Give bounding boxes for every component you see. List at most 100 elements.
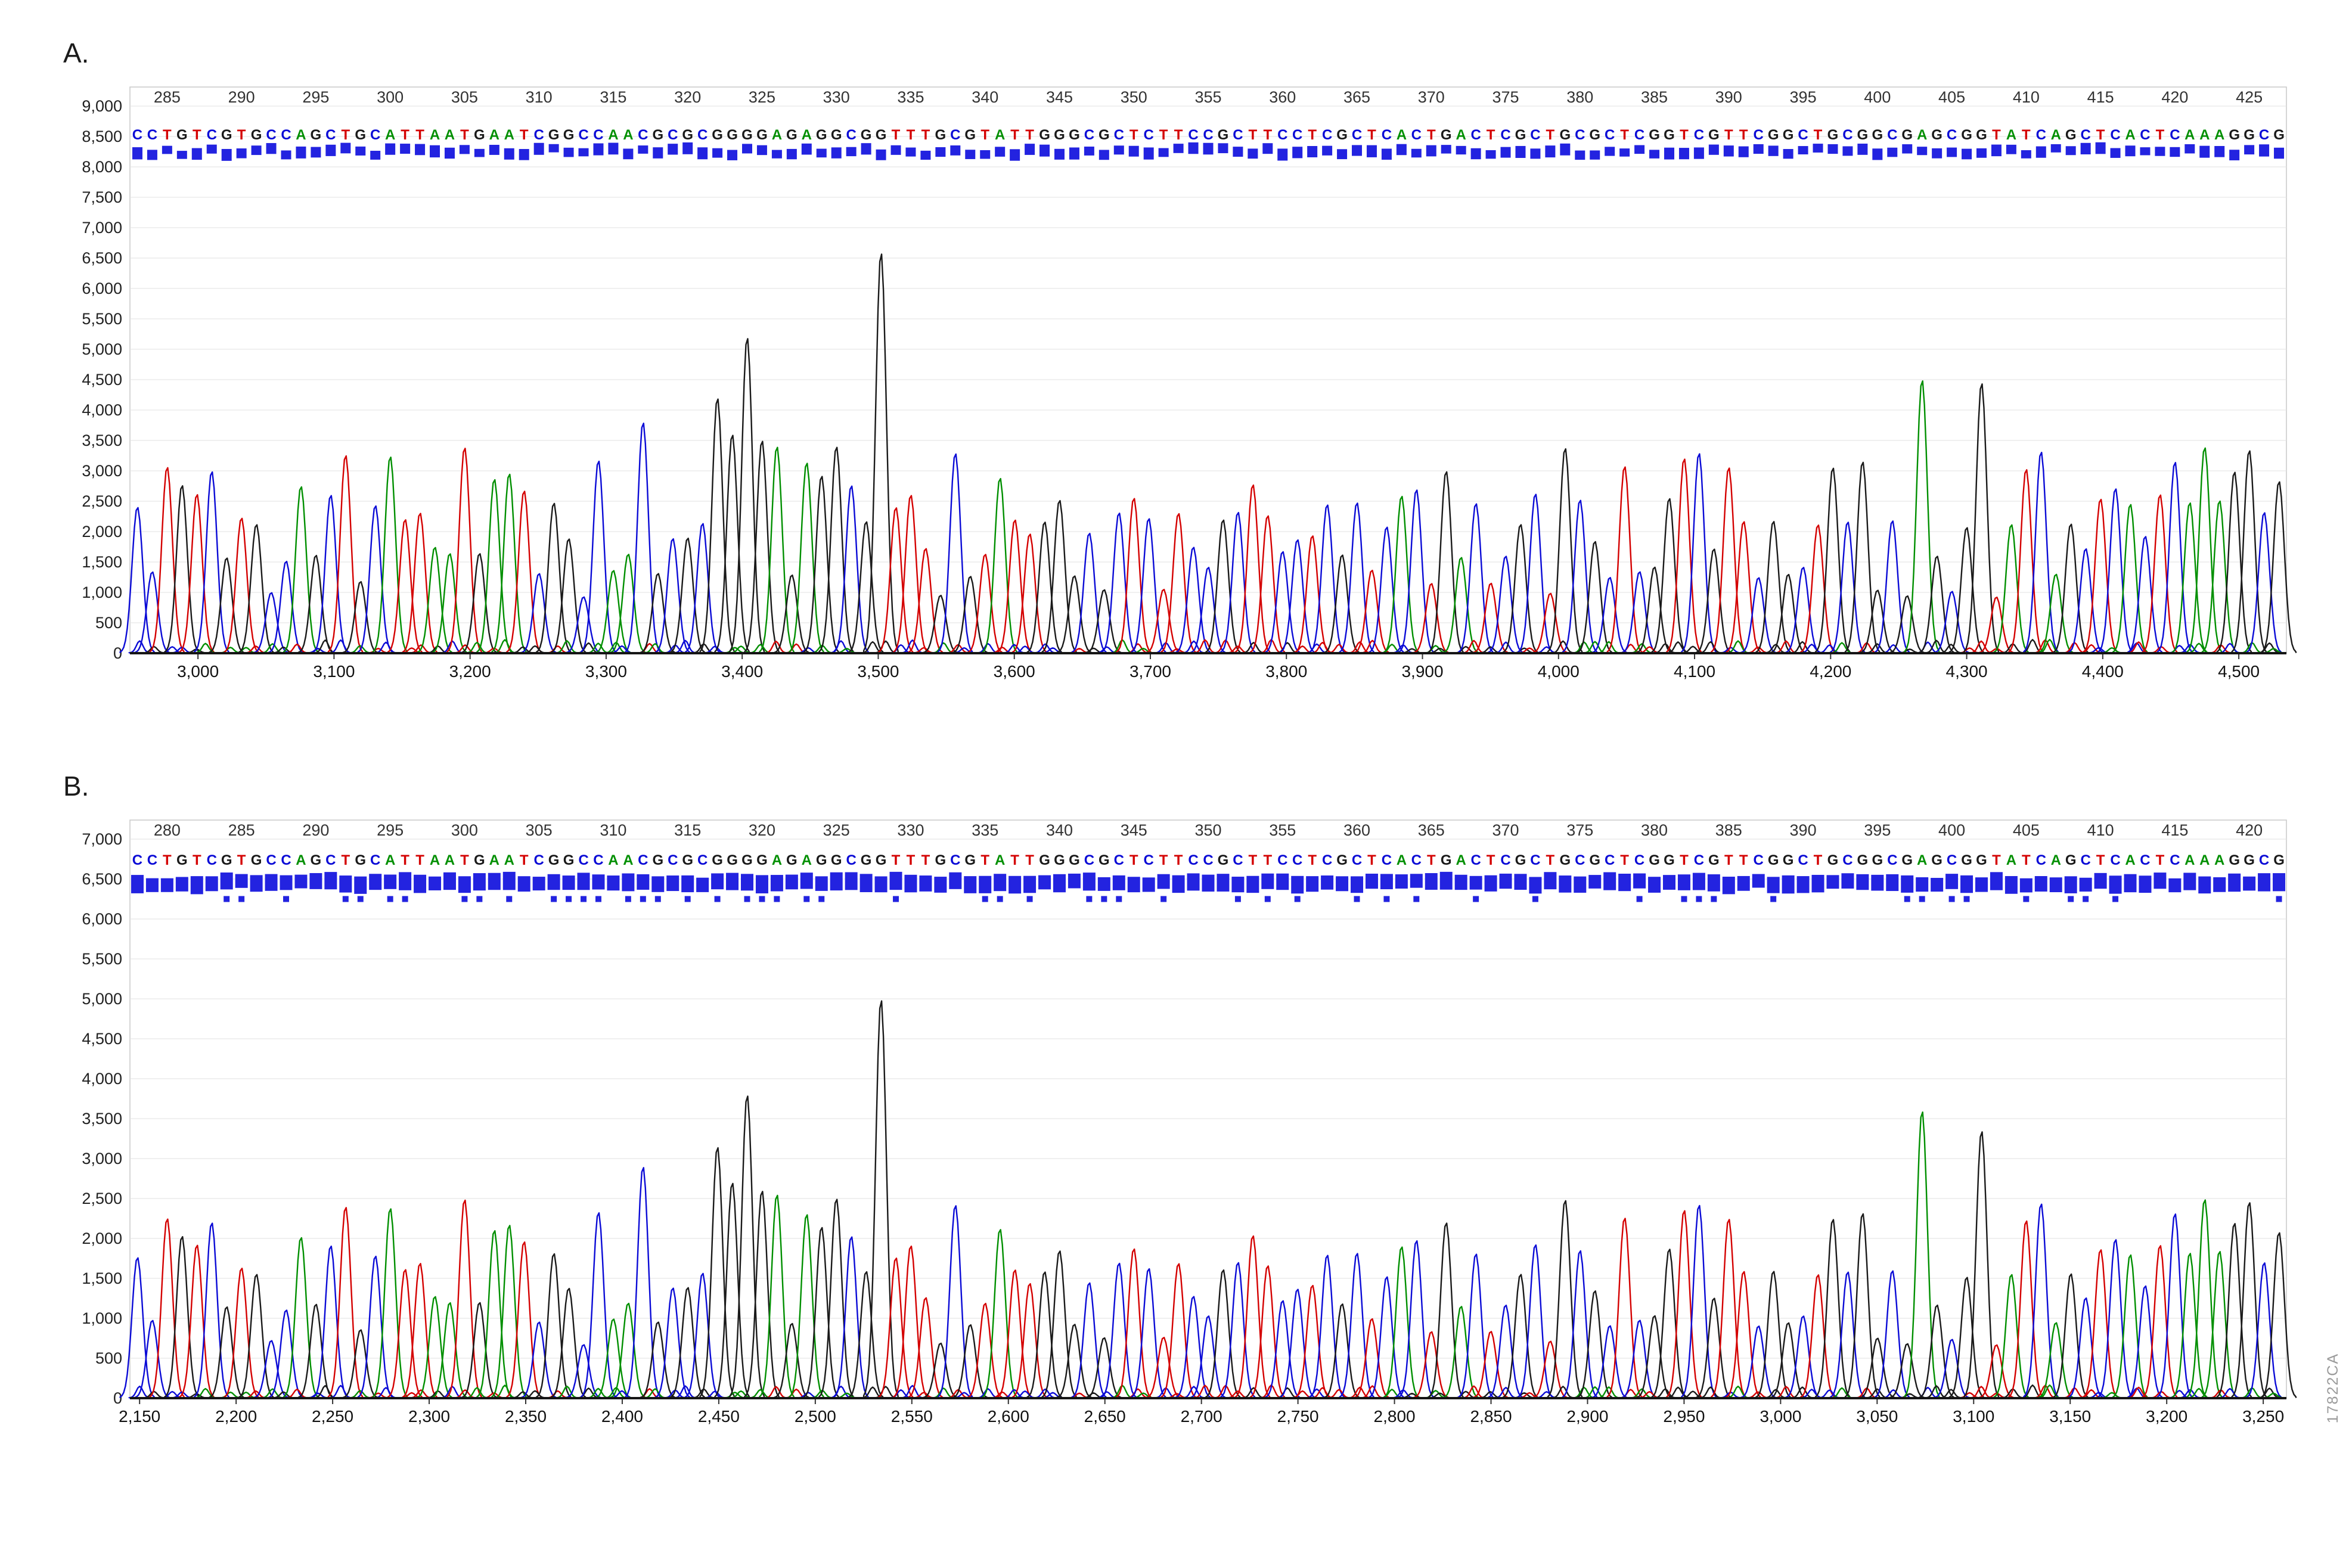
x-axis-tick-label: 4,400	[2082, 662, 2124, 681]
base-position-tick-label: 400	[1864, 88, 1891, 106]
quality-sub-bar	[506, 896, 513, 902]
trace-peak	[1160, 513, 1197, 654]
sequence-base-letter: T	[401, 852, 409, 868]
trace-peak	[937, 1205, 973, 1398]
sequence-base-letter: C	[1352, 852, 1362, 868]
x-axis-tick-label: 3,500	[857, 662, 899, 681]
trace-peak	[1457, 1253, 1494, 1399]
sequence-base-letter: T	[1487, 127, 1495, 143]
trace-peak	[2261, 481, 2297, 653]
trace-peak	[1934, 1339, 1970, 1399]
quality-bar	[1722, 877, 1735, 895]
quality-bar	[771, 150, 782, 159]
trace-peak	[342, 1329, 378, 1399]
x-axis-tick-label: 3,050	[1856, 1407, 1898, 1426]
quality-bar	[205, 876, 218, 892]
base-position-tick-label: 400	[1938, 821, 1965, 839]
quality-bar	[562, 875, 575, 890]
sequence-base-letter: A	[2199, 852, 2210, 868]
sequence-base-letter: T	[1129, 852, 1138, 868]
quality-bar	[444, 147, 455, 159]
sequence-base-letter: G	[1054, 852, 1065, 868]
quality-bar	[1976, 148, 1987, 158]
quality-bar	[727, 150, 738, 160]
trace-peak	[2201, 1251, 2238, 1399]
quality-bar	[399, 872, 412, 890]
quality-bar	[1798, 146, 1808, 155]
sequence-base-letter: T	[1159, 852, 1168, 868]
quality-sub-bar	[818, 896, 825, 902]
quality-bar	[2125, 145, 2136, 157]
quality-bar	[815, 876, 828, 891]
quality-bar	[1127, 877, 1140, 893]
quality-bar	[1826, 875, 1839, 889]
trace-peak	[1904, 1111, 1940, 1398]
sequence-base-letter: C	[370, 852, 380, 868]
quality-bar	[1395, 874, 1408, 889]
trace-peak	[374, 641, 398, 654]
sequence-base-letter: T	[1739, 852, 1748, 868]
sequence-base-letter: A	[1917, 127, 1927, 143]
quality-bar	[415, 144, 426, 156]
trace-peak	[1026, 1271, 1063, 1399]
trace-peak	[1264, 1300, 1301, 1399]
sequence-base-letter: G	[1099, 852, 1110, 868]
quality-bar	[1752, 874, 1765, 888]
trace-peak	[2127, 1285, 2163, 1399]
trace-peak	[2038, 1322, 2074, 1399]
base-position-tick-label: 305	[451, 88, 478, 106]
trace-peak	[744, 1191, 780, 1398]
quality-sub-bar	[1354, 896, 1360, 902]
trace-peak	[417, 1296, 453, 1399]
quality-sub-bar	[1234, 896, 1241, 902]
sequence-base-letter: T	[1427, 852, 1436, 868]
quality-bar	[2110, 148, 2121, 158]
quality-bar	[592, 874, 605, 890]
sequence-base-letter: T	[1724, 127, 1733, 143]
trace-peak	[1874, 1270, 1910, 1399]
quality-bar	[711, 873, 724, 890]
x-axis-tick-label: 4,100	[1674, 662, 1715, 681]
sequence-base-letter: T	[237, 852, 246, 868]
quality-sub-bar	[476, 896, 483, 902]
sequence-base-letter: C	[2140, 127, 2150, 143]
sequence-base-letter: A	[772, 852, 782, 868]
sequence-base-letter: G	[756, 127, 768, 143]
quality-bar	[400, 144, 411, 154]
trace-peak	[461, 553, 498, 654]
trace-peak	[1948, 1277, 1985, 1399]
sequence-base-letter: G	[563, 127, 575, 143]
y-axis-tick-label: 2,500	[82, 1190, 122, 1207]
sequence-base-letter: C	[1605, 127, 1615, 143]
sequence-base-letter: C	[534, 852, 544, 868]
trace-peak	[640, 1321, 676, 1399]
x-axis-tick-label: 2,450	[698, 1407, 740, 1426]
sequence-base-letter: G	[816, 127, 827, 143]
base-position-tick-label: 290	[228, 88, 255, 106]
quality-bar	[1276, 873, 1289, 890]
quality-sub-bar	[625, 896, 631, 902]
trace-peak	[1041, 500, 1078, 654]
quality-bar	[756, 145, 767, 156]
trace-peak	[546, 1390, 569, 1399]
sequence-base-letter: A	[1456, 127, 1466, 143]
quality-bar	[206, 144, 217, 154]
trace-peak	[2097, 1239, 2134, 1399]
trace-peak	[312, 495, 349, 654]
trace-peak	[2218, 642, 2242, 654]
sequence-base-letter: C	[1754, 127, 1764, 143]
x-axis-tick-label: 4,300	[1946, 662, 1988, 681]
quality-bar	[1857, 144, 1868, 155]
sequence-base-letter: G	[1039, 852, 1050, 868]
quality-bar	[637, 874, 650, 890]
quality-bar	[1737, 875, 1750, 891]
trace-peak	[2023, 452, 2059, 653]
quality-bar	[296, 146, 306, 159]
x-axis-tick-label: 2,750	[1277, 1407, 1319, 1426]
quality-bar	[2079, 877, 2092, 892]
trace-peak	[417, 547, 453, 654]
quality-bar	[1871, 874, 1884, 891]
base-position-tick-label: 330	[897, 821, 924, 839]
quality-bar	[1901, 875, 1914, 893]
x-axis-tick-label: 2,250	[312, 1407, 353, 1426]
